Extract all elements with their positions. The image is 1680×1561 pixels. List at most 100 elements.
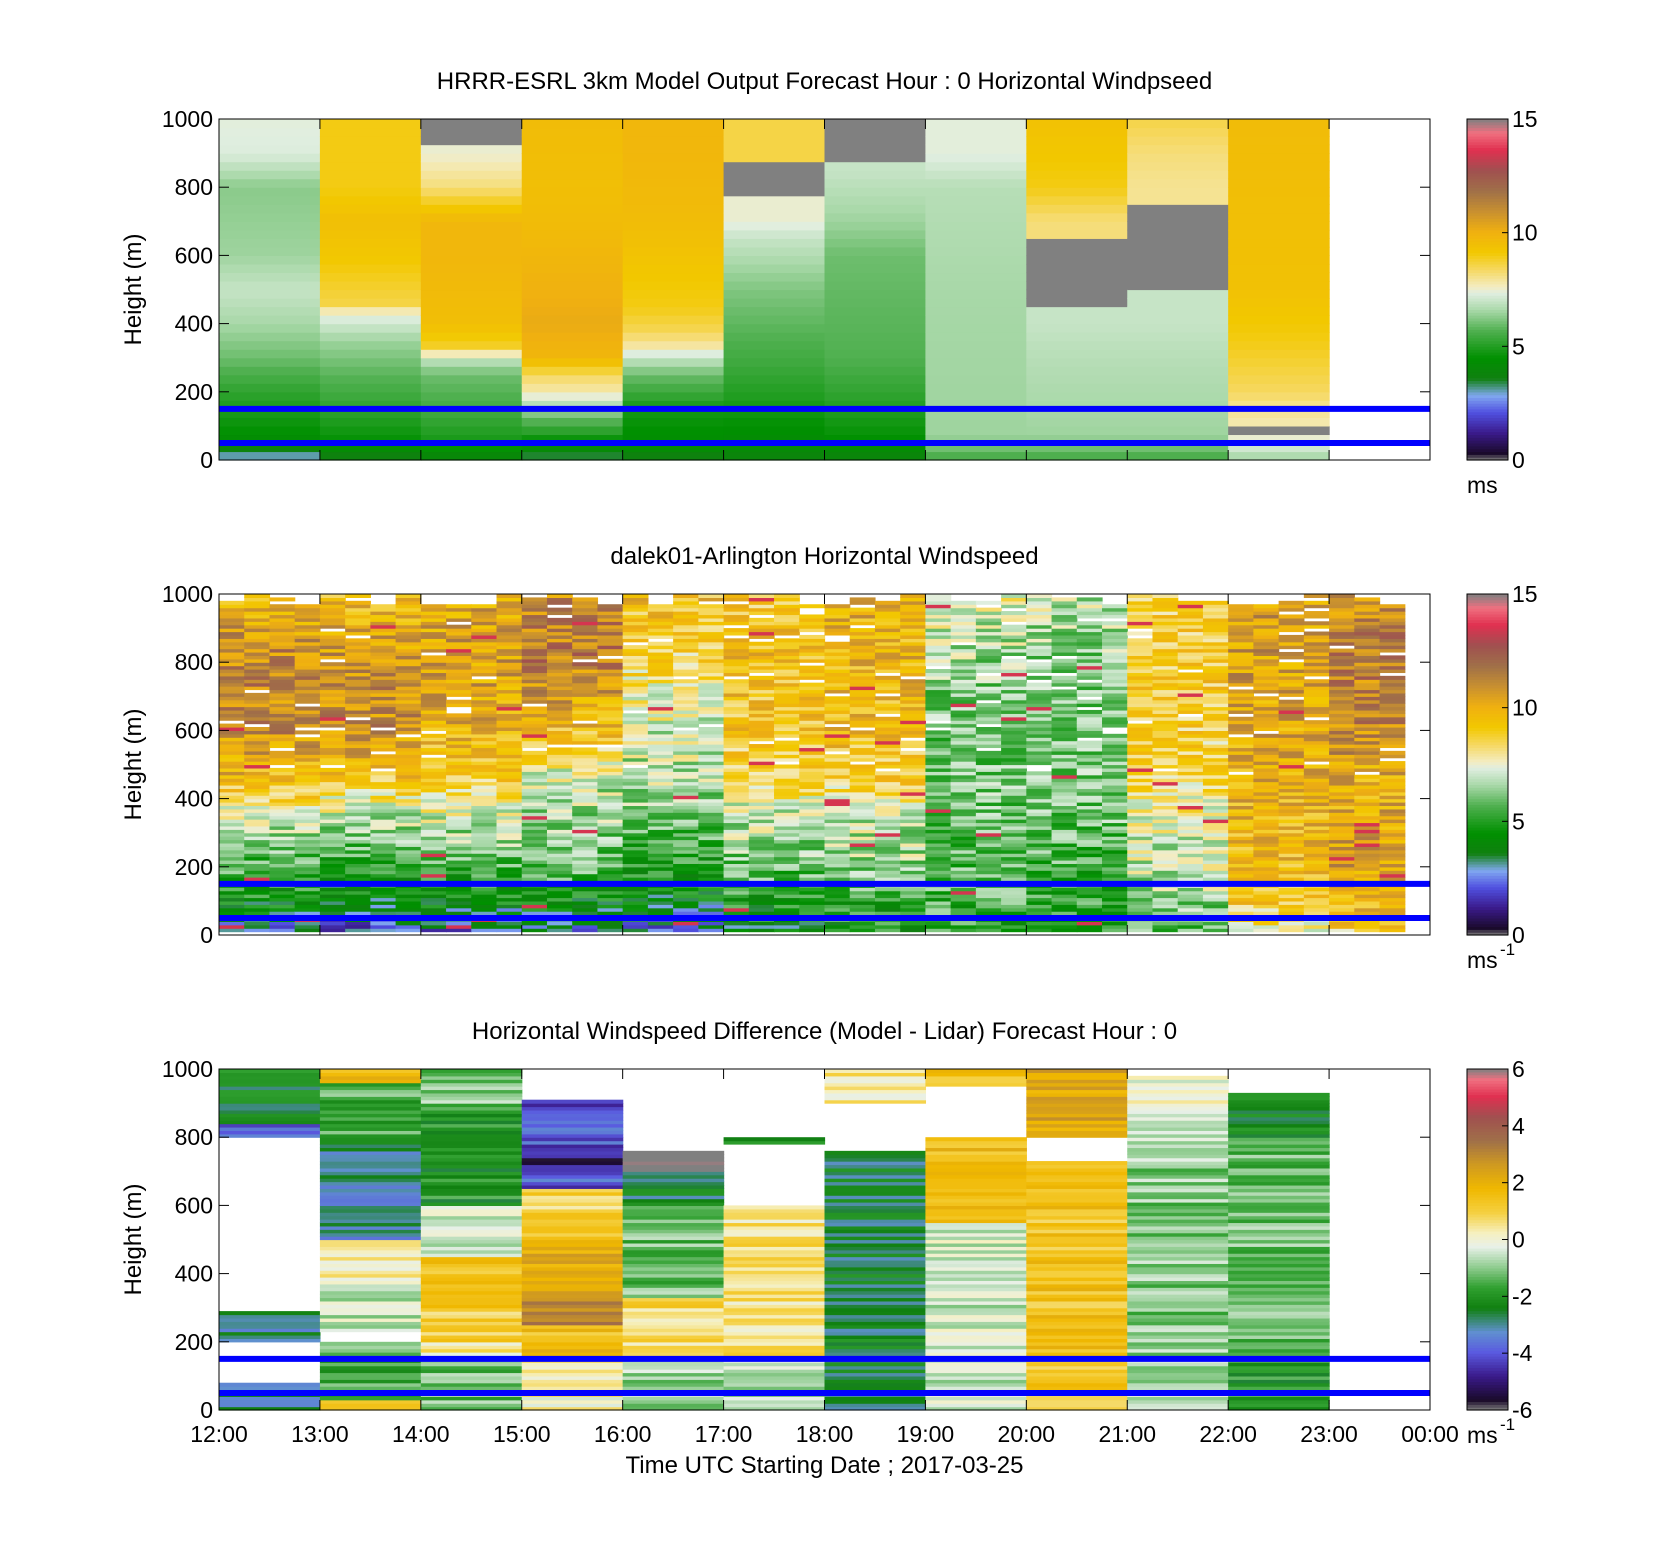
heatmap-cell (1228, 924, 1254, 929)
heatmap-cell (1076, 634, 1103, 639)
heatmap-cell (1051, 887, 1078, 892)
heatmap-cell (1329, 747, 1355, 752)
heatmap-cell (1202, 737, 1229, 742)
heatmap-cell (950, 877, 977, 882)
heatmap-cell (496, 689, 523, 694)
colorbar-segment (1467, 323, 1508, 328)
heatmap-cell (1253, 859, 1280, 864)
heatmap-cell (925, 434, 1027, 444)
colorbar-segment (1467, 212, 1508, 217)
heatmap-cell (244, 675, 271, 680)
heatmap-cell (647, 911, 674, 916)
heatmap-cell (1102, 822, 1128, 827)
heatmap-cell (723, 740, 750, 745)
heatmap-cell (1026, 614, 1053, 619)
heatmap-cell (1001, 672, 1027, 677)
heatmap-cell (1127, 161, 1229, 171)
heatmap-cell (1303, 611, 1330, 616)
heatmap-cell (1051, 713, 1078, 718)
heatmap-cell (1026, 383, 1128, 393)
colorbar-segment (1467, 417, 1508, 421)
heatmap-cell (1051, 706, 1078, 711)
heatmap-cell (622, 204, 725, 214)
heatmap-cell (446, 628, 472, 633)
heatmap-cell (370, 703, 397, 708)
heatmap-cell (546, 709, 573, 714)
heatmap-cell (723, 621, 750, 626)
heatmap-cell (546, 842, 573, 847)
heatmap-cell (1329, 928, 1355, 933)
heatmap-cell (1354, 890, 1381, 895)
heatmap-cell (269, 822, 296, 827)
heatmap-cell (597, 658, 624, 663)
heatmap-cell (1102, 771, 1128, 776)
heatmap-cell (395, 658, 422, 663)
heatmap-cell (1329, 805, 1355, 810)
heatmap-cell (1127, 349, 1229, 359)
heatmap-cell (244, 672, 271, 677)
heatmap-cell (647, 621, 674, 626)
heatmap-cell (521, 863, 548, 868)
heatmap-cell (900, 819, 927, 824)
heatmap-cell (723, 669, 750, 674)
heatmap-cell (799, 924, 826, 929)
heatmap-cell (900, 778, 927, 783)
heatmap-cell (1076, 894, 1103, 899)
heatmap-cell (1329, 877, 1355, 882)
heatmap-cell (824, 856, 851, 861)
heatmap-cell (673, 703, 699, 708)
heatmap-cell (1329, 737, 1355, 742)
heatmap-cell (269, 887, 296, 892)
heatmap-cell (925, 349, 1027, 359)
heatmap-cell (1026, 638, 1053, 643)
heatmap-cell (294, 911, 321, 916)
heatmap-cell (925, 873, 952, 878)
heatmap-cell (294, 624, 321, 629)
heatmap-cell (395, 856, 422, 861)
heatmap-cell (244, 784, 271, 789)
heatmap-cell (849, 781, 876, 786)
heatmap-cell (1102, 791, 1128, 796)
heatmap-cell (1253, 624, 1280, 629)
heatmap-cell (824, 764, 851, 769)
heatmap-cell (370, 740, 397, 745)
heatmap-cell (673, 911, 699, 916)
heatmap-cell (1329, 846, 1355, 851)
heatmap-cell (572, 836, 599, 841)
heatmap-cell (900, 921, 927, 926)
colorbar-segment (1467, 434, 1508, 438)
heatmap-cell (925, 638, 952, 643)
heatmap-cell (1303, 740, 1330, 745)
heatmap-cell (294, 897, 321, 902)
heatmap-cell (1102, 778, 1128, 783)
heatmap-cell (1127, 761, 1154, 766)
heatmap-cell (824, 798, 851, 803)
heatmap-cell (269, 716, 296, 721)
heatmap-cell (370, 624, 397, 629)
heatmap-cell (244, 600, 271, 605)
heatmap-cell (824, 778, 851, 783)
heatmap-cell (723, 924, 750, 929)
heatmap-cell (1253, 795, 1280, 800)
heatmap-cell (446, 648, 472, 653)
heatmap-cell (597, 617, 624, 622)
heatmap-cell (572, 631, 599, 636)
heatmap-cell (345, 897, 371, 902)
heatmap-cell (1076, 692, 1103, 697)
heatmap-cell (950, 614, 977, 619)
heatmap-cell (572, 651, 599, 656)
heatmap-cell (269, 634, 296, 639)
heatmap-cell (1026, 761, 1053, 766)
heatmap-cell (546, 726, 573, 731)
heatmap-cell (521, 873, 548, 878)
heatmap-cell (1278, 911, 1305, 916)
heatmap-cell (546, 757, 573, 762)
heatmap-cell (219, 924, 245, 929)
heatmap-cell (269, 607, 296, 612)
colorbar-segment (1467, 275, 1508, 279)
heatmap-cell (925, 408, 1027, 418)
heatmap-cell (1278, 836, 1305, 841)
heatmap-cell (1303, 873, 1330, 878)
heatmap-cell (521, 921, 548, 926)
heatmap-cell (647, 894, 674, 899)
